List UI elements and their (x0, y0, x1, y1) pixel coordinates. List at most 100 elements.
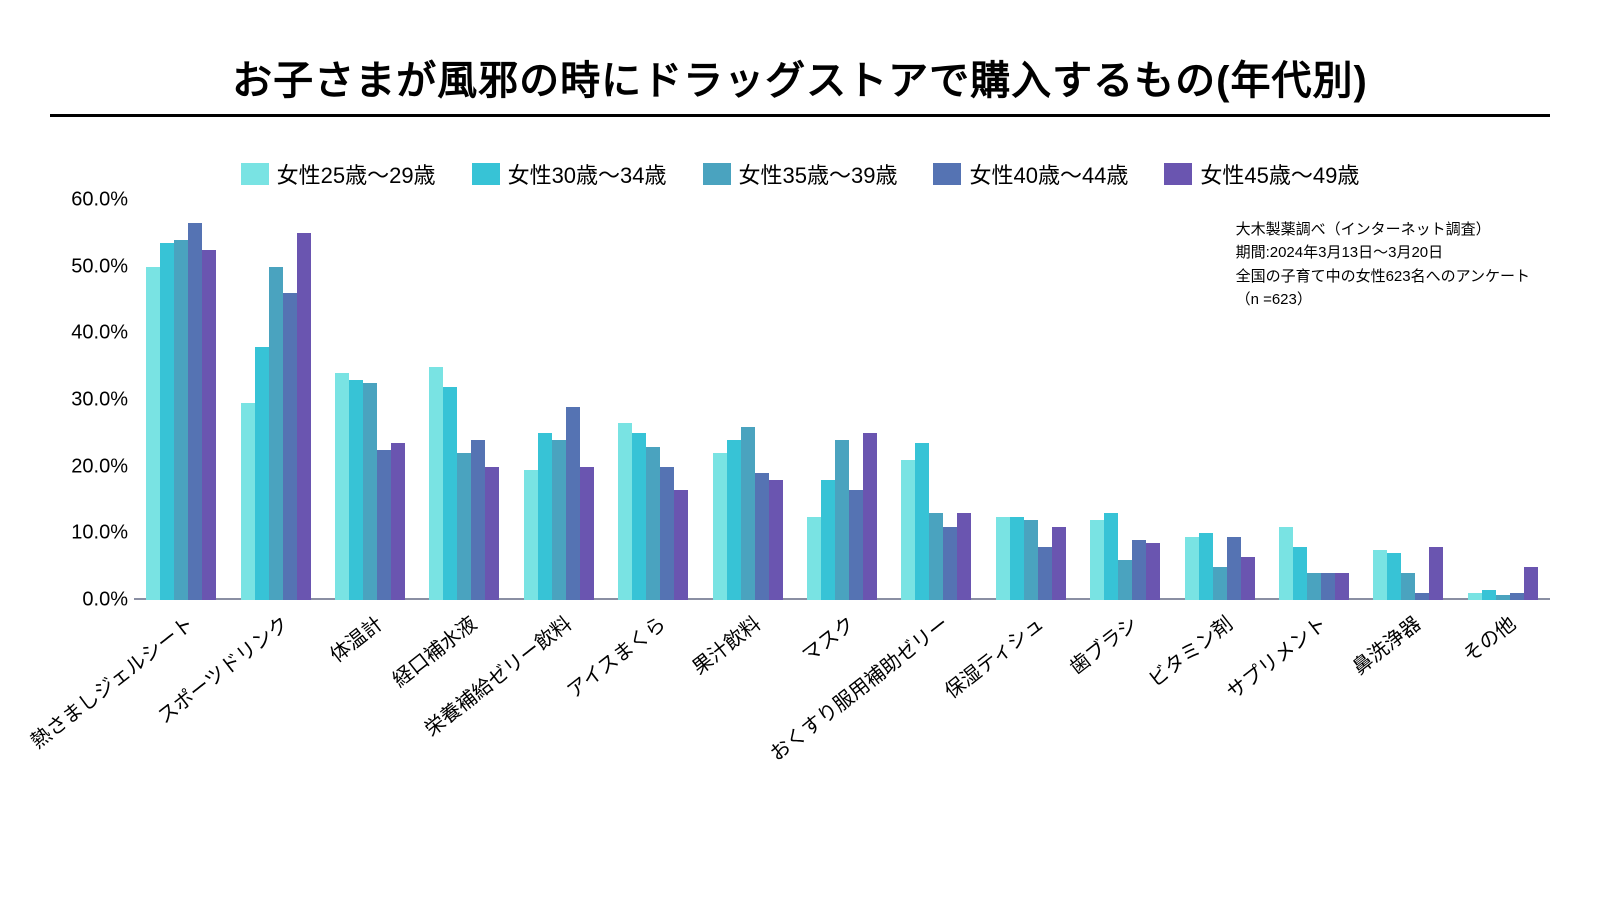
x-label-slot: 鼻洗浄器 (1361, 602, 1455, 670)
bar (1052, 527, 1066, 600)
bar-group (889, 200, 983, 600)
bar (996, 517, 1010, 600)
bar (255, 347, 269, 600)
bar (1010, 517, 1024, 600)
bar (566, 407, 580, 600)
bar (391, 443, 405, 600)
bar-group (795, 200, 889, 600)
bar (335, 373, 349, 600)
bar (901, 460, 915, 600)
bar (1429, 547, 1443, 600)
bar (538, 433, 552, 600)
bar (188, 223, 202, 600)
bar (1293, 547, 1307, 600)
bar (1524, 567, 1538, 600)
legend-item: 女性35歳〜39歳 (703, 158, 898, 190)
bar-group (984, 200, 1078, 600)
bar-group (1078, 200, 1172, 600)
legend-label: 女性45歳〜49歳 (1200, 158, 1359, 190)
chart-area: 0.0%10.0%20.0%30.0%40.0%50.0%60.0% 熱さましジ… (60, 200, 1560, 660)
bar (1132, 540, 1146, 600)
y-tick-label: 0.0% (60, 589, 128, 612)
bar (1415, 593, 1429, 600)
bar (957, 513, 971, 600)
x-tick-label: その他 (1456, 608, 1521, 668)
bar (1321, 573, 1335, 600)
bar-group (700, 200, 794, 600)
bar (674, 490, 688, 600)
y-tick-label: 20.0% (60, 455, 128, 478)
bar (821, 480, 835, 600)
bar (769, 480, 783, 600)
y-tick-label: 10.0% (60, 522, 128, 545)
bar (1024, 520, 1038, 600)
bar (632, 433, 646, 600)
bar (1373, 550, 1387, 600)
bar-group (228, 200, 322, 600)
legend-item: 女性40歳〜44歳 (933, 158, 1128, 190)
bar (1401, 573, 1415, 600)
x-label-slot: その他 (1456, 602, 1550, 670)
bar (660, 467, 674, 600)
y-tick-label: 50.0% (60, 255, 128, 278)
bar-groups (134, 200, 1550, 600)
bar (1387, 553, 1401, 600)
bar (727, 440, 741, 600)
x-tick-label: 体温計 (323, 608, 388, 668)
x-label-slot: スポーツドリンク (228, 602, 322, 670)
legend-swatch (241, 163, 269, 185)
plot: 0.0%10.0%20.0%30.0%40.0%50.0%60.0% (134, 200, 1550, 600)
legend-item: 女性25歳〜29歳 (241, 158, 436, 190)
legend-label: 女性30歳〜34歳 (508, 158, 667, 190)
bar (349, 380, 363, 600)
bar (283, 293, 297, 600)
bar (377, 450, 391, 600)
legend-swatch (703, 163, 731, 185)
bar (849, 490, 863, 600)
bar (713, 453, 727, 600)
bar (1199, 533, 1213, 600)
legend-item: 女性30歳〜34歳 (472, 158, 667, 190)
bar-group (1456, 200, 1550, 600)
bar (269, 267, 283, 600)
bar-group (1172, 200, 1266, 600)
legend-item: 女性45歳〜49歳 (1164, 158, 1359, 190)
page: お子さまが風邪の時にドラッグストアで購入するもの(年代別) 女性25歳〜29歳女… (0, 0, 1600, 900)
bar (429, 367, 443, 600)
bar-group (134, 200, 228, 600)
bar (1241, 557, 1255, 600)
bar (1307, 573, 1321, 600)
bar (1496, 595, 1510, 600)
bar (835, 440, 849, 600)
bar (146, 267, 160, 600)
bar (1335, 573, 1349, 600)
bar (363, 383, 377, 600)
bar (755, 473, 769, 600)
bar-group (417, 200, 511, 600)
bar (929, 513, 943, 600)
bar (471, 440, 485, 600)
bar (524, 470, 538, 600)
bar (618, 423, 632, 600)
bar (580, 467, 594, 600)
bar (443, 387, 457, 600)
bar-group (606, 200, 700, 600)
bar (1482, 590, 1496, 600)
bar (174, 240, 188, 600)
y-tick-label: 40.0% (60, 322, 128, 345)
bar (1279, 527, 1293, 600)
y-tick-label: 60.0% (60, 189, 128, 212)
bar-group (1267, 200, 1361, 600)
bar-group (1361, 200, 1455, 600)
bar (1038, 547, 1052, 600)
legend-swatch (933, 163, 961, 185)
x-axis-labels: 熱さましジェルシートスポーツドリンク体温計経口補水液栄養補給ゼリー飲料アイスまく… (134, 602, 1550, 670)
bar (241, 403, 255, 600)
bar (1090, 520, 1104, 600)
legend-swatch (1164, 163, 1192, 185)
bar (1227, 537, 1241, 600)
bar (863, 433, 877, 600)
legend-label: 女性35歳〜39歳 (739, 158, 898, 190)
x-label-slot: 果汁飲料 (700, 602, 794, 670)
bar (646, 447, 660, 600)
